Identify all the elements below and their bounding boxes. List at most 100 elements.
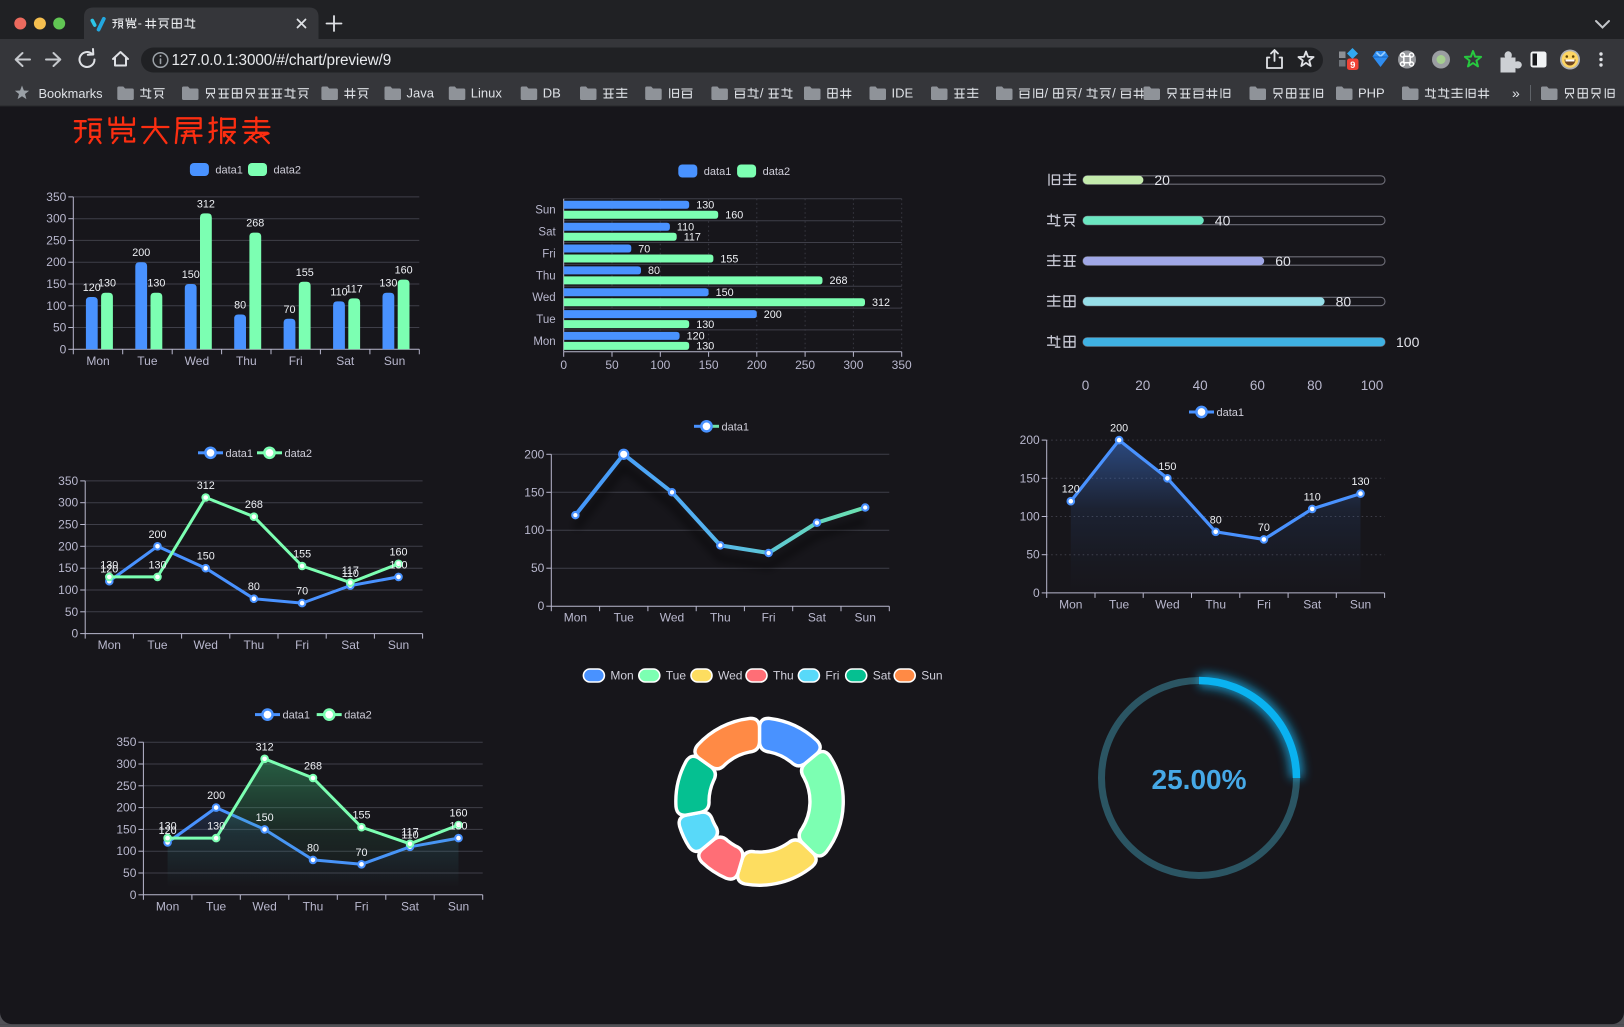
svg-text:Thu: Thu xyxy=(1205,597,1226,611)
svg-text:150: 150 xyxy=(46,277,66,291)
svg-text:70: 70 xyxy=(283,304,295,316)
svg-text:200: 200 xyxy=(46,255,66,269)
svg-text:150: 150 xyxy=(1158,461,1176,473)
svg-text:Sun: Sun xyxy=(855,611,876,625)
svg-text:60: 60 xyxy=(1275,253,1291,269)
svg-text:Sun: Sun xyxy=(535,205,555,217)
svg-text:data1: data1 xyxy=(215,165,243,177)
svg-text:60: 60 xyxy=(1250,378,1265,393)
svg-text:0: 0 xyxy=(538,599,545,613)
svg-text:155: 155 xyxy=(293,549,311,561)
svg-text:Tue: Tue xyxy=(147,638,168,652)
svg-text:150: 150 xyxy=(716,287,734,299)
svg-text:155: 155 xyxy=(720,253,738,265)
svg-text:268: 268 xyxy=(830,275,848,287)
svg-text:Sun: Sun xyxy=(448,899,469,913)
svg-text:300: 300 xyxy=(46,212,66,226)
svg-text:130: 130 xyxy=(379,278,397,290)
svg-text:Tue: Tue xyxy=(614,611,635,625)
svg-text:data2: data2 xyxy=(763,166,791,178)
svg-text:130: 130 xyxy=(207,821,225,833)
svg-text:130: 130 xyxy=(696,341,714,353)
svg-text:80: 80 xyxy=(648,265,660,277)
svg-text:Linux: Linux xyxy=(471,86,503,101)
svg-text:Mon: Mon xyxy=(1059,597,1082,611)
svg-text:/: / xyxy=(1078,86,1082,101)
svg-text:data1: data1 xyxy=(704,166,732,178)
svg-text:IDE: IDE xyxy=(892,86,914,101)
svg-text:130: 130 xyxy=(100,559,118,571)
svg-text:70: 70 xyxy=(355,847,367,859)
svg-text:117: 117 xyxy=(684,232,701,244)
svg-text:data1: data1 xyxy=(226,448,254,460)
svg-text:0: 0 xyxy=(1082,378,1090,393)
svg-text:/: / xyxy=(1112,86,1116,101)
svg-text:80: 80 xyxy=(248,581,260,593)
svg-text:Sat: Sat xyxy=(401,899,420,913)
svg-text:130: 130 xyxy=(98,278,116,290)
svg-text:100: 100 xyxy=(650,358,670,372)
svg-text:100: 100 xyxy=(46,299,66,313)
svg-text:100: 100 xyxy=(116,844,136,858)
svg-text:150: 150 xyxy=(58,561,78,575)
svg-text:312: 312 xyxy=(197,198,215,210)
svg-text:80: 80 xyxy=(234,300,246,312)
svg-text:160: 160 xyxy=(449,808,467,820)
svg-text:200: 200 xyxy=(207,790,225,802)
svg-text:110: 110 xyxy=(1304,491,1321,503)
svg-text:Mon: Mon xyxy=(98,638,121,652)
svg-text:250: 250 xyxy=(46,233,66,247)
svg-text:250: 250 xyxy=(58,518,78,532)
svg-text:350: 350 xyxy=(58,474,78,488)
svg-text:350: 350 xyxy=(116,735,136,749)
svg-text:350: 350 xyxy=(892,358,912,372)
svg-text:70: 70 xyxy=(638,243,650,255)
svg-text:Thu: Thu xyxy=(773,669,794,683)
svg-text:110: 110 xyxy=(677,222,694,234)
svg-text:data1: data1 xyxy=(283,710,311,722)
svg-text:Mon: Mon xyxy=(533,336,555,348)
svg-text:9: 9 xyxy=(1350,60,1355,71)
svg-text:Sun: Sun xyxy=(388,638,409,652)
svg-text:130: 130 xyxy=(1351,476,1369,488)
svg-text:150: 150 xyxy=(197,551,215,563)
svg-text:Fri: Fri xyxy=(762,611,776,625)
svg-text:117: 117 xyxy=(342,565,359,577)
svg-text:Wed: Wed xyxy=(193,638,217,652)
svg-text:150: 150 xyxy=(256,812,274,824)
svg-text:DB: DB xyxy=(543,86,561,101)
svg-text:data1: data1 xyxy=(1217,407,1245,419)
svg-text:150: 150 xyxy=(1020,471,1040,485)
svg-text:130: 130 xyxy=(159,821,177,833)
svg-text:70: 70 xyxy=(1258,522,1270,534)
svg-text:150: 150 xyxy=(116,822,136,836)
svg-text:Wed: Wed xyxy=(252,899,276,913)
svg-text:Mon: Mon xyxy=(564,611,587,625)
svg-text:268: 268 xyxy=(245,499,263,511)
svg-text:/: / xyxy=(1045,86,1049,101)
svg-text:150: 150 xyxy=(524,485,544,499)
svg-text:160: 160 xyxy=(395,265,413,277)
svg-text:50: 50 xyxy=(605,358,619,372)
svg-text:200: 200 xyxy=(132,247,150,259)
svg-text:50: 50 xyxy=(65,605,79,619)
svg-text:Thu: Thu xyxy=(536,270,556,282)
svg-text:0: 0 xyxy=(130,888,137,902)
svg-text:200: 200 xyxy=(148,529,166,541)
svg-text:0: 0 xyxy=(60,342,67,356)
svg-text:120: 120 xyxy=(83,282,101,294)
svg-text:20: 20 xyxy=(1154,172,1170,188)
svg-text:20: 20 xyxy=(1135,378,1150,393)
svg-text:117: 117 xyxy=(401,826,418,838)
svg-text:Sat: Sat xyxy=(808,611,827,625)
svg-text:/: / xyxy=(760,86,764,101)
svg-text:Sun: Sun xyxy=(921,669,942,683)
svg-text:250: 250 xyxy=(116,779,136,793)
svg-text:130: 130 xyxy=(449,821,467,833)
svg-text:Thu: Thu xyxy=(236,354,257,368)
svg-text:117: 117 xyxy=(346,283,363,295)
svg-text:80: 80 xyxy=(1336,294,1352,310)
svg-text:312: 312 xyxy=(197,480,215,492)
svg-text:Wed: Wed xyxy=(185,354,209,368)
svg-text:155: 155 xyxy=(296,267,314,279)
